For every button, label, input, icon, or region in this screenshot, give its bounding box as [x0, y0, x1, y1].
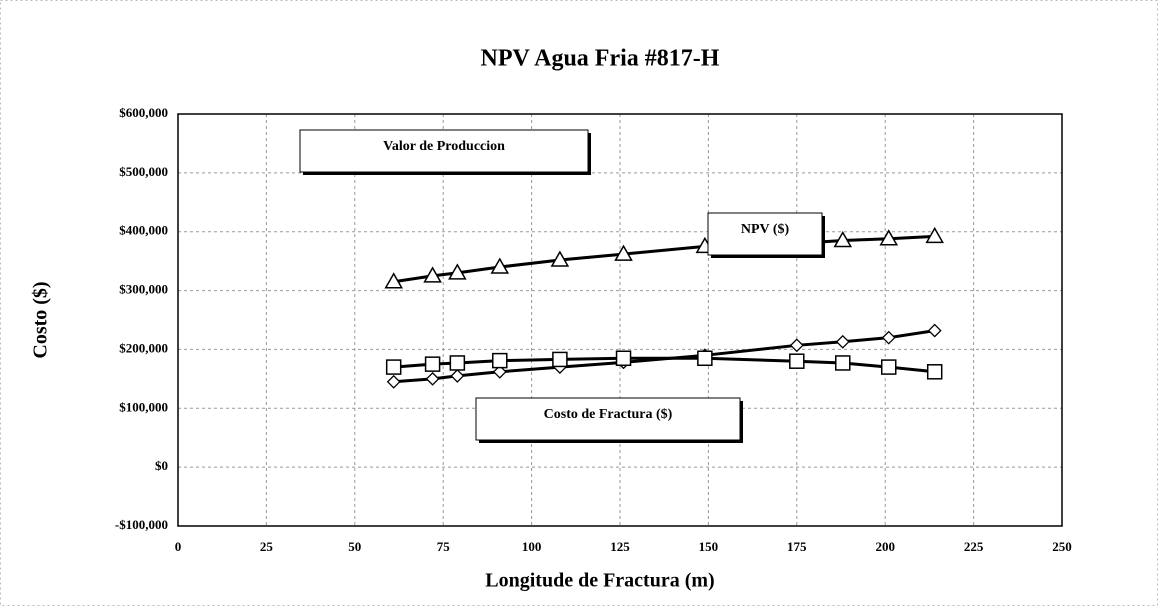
x-tick-label: 0: [175, 539, 182, 554]
x-tick-label: 100: [522, 539, 542, 554]
marker: [490, 257, 510, 274]
marker: [697, 350, 713, 367]
chart-title: NPV Agua Fria #817-H: [481, 46, 720, 72]
marker: [926, 364, 943, 380]
marker: [927, 323, 942, 338]
marker: [614, 244, 633, 261]
marker: [385, 359, 402, 375]
x-tick-label: 75: [437, 539, 451, 554]
legend-label: Valor de Produccion: [383, 139, 505, 154]
y-tick-label: $100,000: [119, 399, 168, 414]
marker: [450, 368, 465, 383]
y-tick-label: $300,000: [119, 282, 168, 297]
y-tick-label: $400,000: [119, 223, 168, 238]
legend-label: NPV ($): [741, 222, 790, 237]
legend-box: [475, 397, 741, 441]
marker: [835, 355, 851, 371]
marker: [789, 353, 805, 369]
marker: [386, 374, 401, 389]
marker: [833, 231, 853, 248]
marker: [881, 330, 896, 345]
marker: [925, 226, 944, 244]
y-tick-label: $600,000: [119, 105, 168, 120]
x-tick-label: 25: [260, 539, 274, 554]
x-axis-label: Longitude de Fractura (m): [485, 570, 714, 592]
marker: [879, 229, 899, 246]
marker: [448, 263, 467, 280]
marker: [835, 334, 850, 349]
marker: [789, 338, 804, 353]
legend-label: Costo de Fractura ($): [544, 407, 673, 422]
x-tick-label: 250: [1052, 539, 1072, 554]
y-tick-label: -$100,000: [115, 517, 168, 532]
y-axis-label: Costo ($): [30, 281, 52, 358]
y-tick-label: $200,000: [119, 340, 168, 355]
legend-box: [707, 212, 823, 256]
plot-frame: [177, 113, 1063, 527]
x-tick-label: 200: [875, 539, 895, 554]
marker: [615, 350, 632, 367]
marker: [384, 272, 403, 289]
x-tick-label: 50: [348, 539, 361, 554]
y-tick-label: $500,000: [119, 164, 168, 179]
marker: [423, 266, 442, 283]
marker: [880, 359, 897, 375]
x-tick-label: 175: [787, 539, 807, 554]
marker: [425, 371, 440, 386]
x-tick-label: 150: [699, 539, 719, 554]
marker: [492, 364, 507, 379]
marker: [449, 355, 466, 371]
marker: [492, 352, 508, 369]
x-tick-label: 125: [610, 539, 630, 554]
x-tick-label: 225: [964, 539, 984, 554]
legend-box: [299, 129, 589, 173]
y-tick-label: $0: [155, 458, 168, 473]
marker: [424, 356, 441, 372]
marker: [552, 351, 568, 368]
marker: [550, 250, 570, 267]
